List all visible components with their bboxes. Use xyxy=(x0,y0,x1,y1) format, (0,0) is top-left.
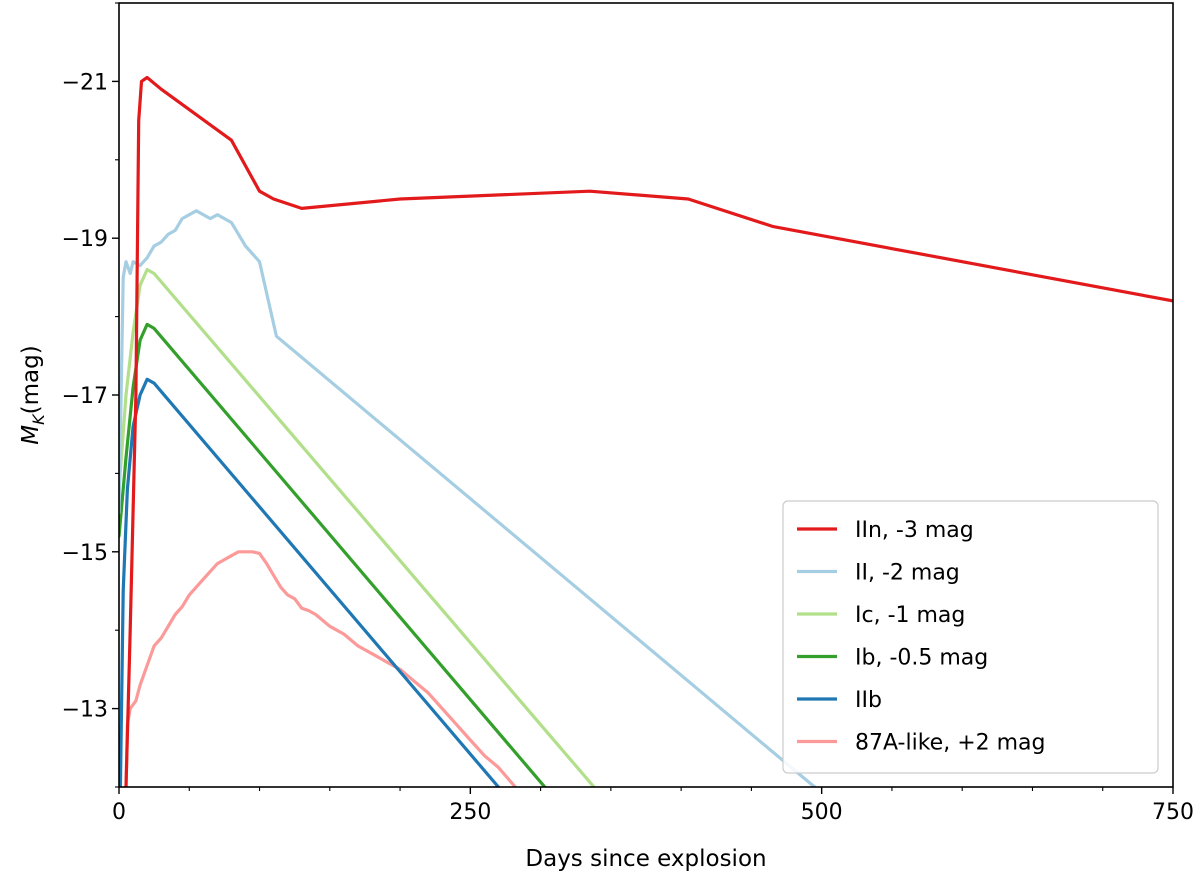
series-line-2 xyxy=(119,268,596,787)
legend-label-5: 87A-like, +2 mag xyxy=(855,731,1046,756)
x-tick-label: 0 xyxy=(112,800,126,825)
x-axis-label: Days since explosion xyxy=(525,846,766,872)
legend-label-4: IIb xyxy=(855,688,882,713)
series-line-5 xyxy=(124,550,517,787)
y-axis-label-unit: (mag) xyxy=(18,345,44,414)
y-tick-label: −19 xyxy=(62,227,108,252)
legend-label-1: II, -2 mag xyxy=(855,561,960,586)
legend: IIn, -3 mag II, -2 mag Ic, -1 mag Ib, -0.5 … xyxy=(782,500,1159,774)
legend-entries: IIn, -3 mag II, -2 mag Ic, -1 mag Ib, -0.5 … xyxy=(797,518,1046,756)
series-line-1 xyxy=(119,209,817,787)
y-tick-label: −15 xyxy=(62,541,108,566)
x-tick-label: 750 xyxy=(1152,800,1194,825)
legend-label-0: IIn, -3 mag xyxy=(855,518,974,543)
y-axis-ticks: −21 −19 −17 −15 −13 xyxy=(62,2,119,788)
y-axis-label-subscript: K xyxy=(29,413,48,425)
legend-label-2: Ic, -1 mag xyxy=(855,603,965,628)
series-line-4 xyxy=(119,377,500,787)
y-tick-label: −17 xyxy=(62,384,108,409)
legend-frame xyxy=(782,500,1159,774)
series-line-0 xyxy=(124,75,1173,787)
x-tick-label: 250 xyxy=(449,800,491,825)
x-tick-label: 500 xyxy=(801,800,843,825)
y-axis-label-symbol: M xyxy=(18,425,44,445)
x-axis-ticks: 0 250 500 750 xyxy=(112,787,1194,825)
legend-label-3: Ib, -0.5 mag xyxy=(855,646,988,671)
series-layer xyxy=(119,75,1173,787)
y-tick-label: −13 xyxy=(62,698,108,723)
y-tick-label: −21 xyxy=(62,70,108,95)
series-line-3 xyxy=(119,322,547,787)
y-axis-label: MK(mag) xyxy=(18,345,48,444)
